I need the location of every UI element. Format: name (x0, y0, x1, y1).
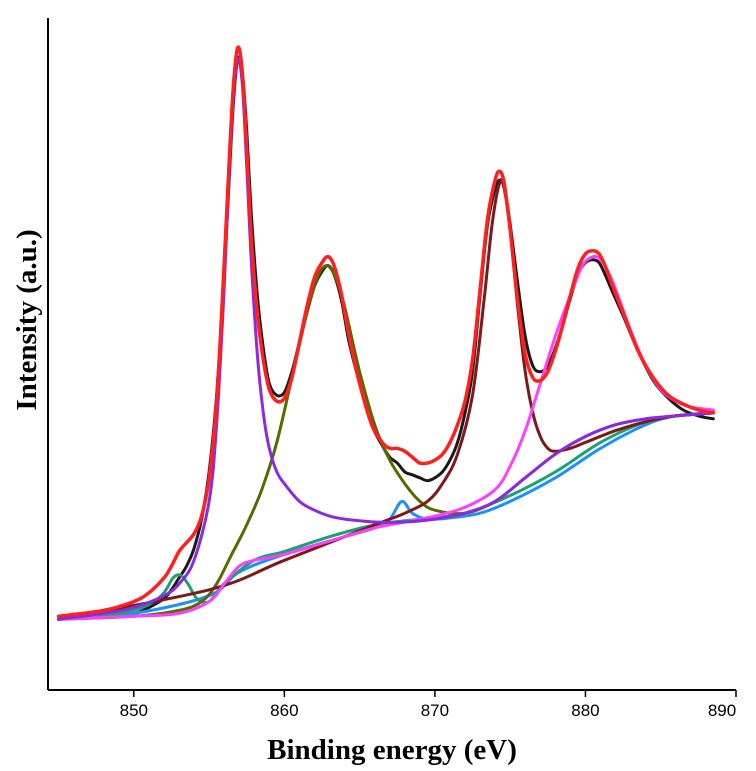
plot-frame (47, 18, 736, 691)
series-line-fitted-component-4 (57, 178, 715, 621)
y-axis-title: Intensity (a.u.) (11, 229, 43, 410)
series-line-fitted-component-6 (57, 411, 715, 621)
series-line-experimental-data-1 (57, 55, 715, 621)
series-line-fitted-envelope-0 (56, 45, 716, 619)
series-line-fitted-component-5 (57, 254, 715, 621)
series-line-fitted-component-2 (57, 57, 715, 621)
x-tick-label: 860 (270, 701, 298, 720)
x-ticks: 850 860 870 880 890 (120, 690, 737, 720)
x-tick-label: 890 (708, 701, 736, 720)
series-line-fitted-component-3 (57, 264, 715, 621)
series-layer (56, 45, 716, 621)
x-tick-label: 870 (421, 701, 449, 720)
x-axis-title: Binding energy (eV) (267, 734, 517, 766)
x-tick-label: 880 (571, 701, 599, 720)
x-tick-label: 850 (120, 701, 148, 720)
series-line-fitted-component-7 (57, 411, 715, 621)
